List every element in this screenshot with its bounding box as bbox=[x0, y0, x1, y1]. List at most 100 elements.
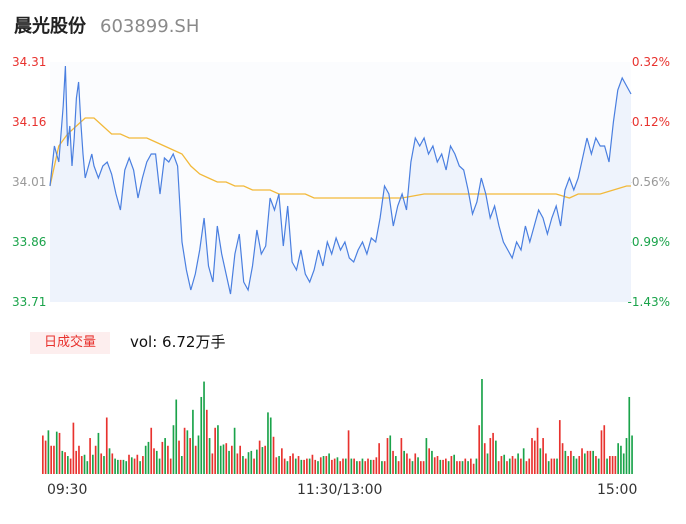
volume-bar bbox=[42, 435, 44, 474]
time-label-open: 09:30 bbox=[47, 482, 88, 498]
volume-bar bbox=[625, 438, 628, 474]
volume-bar bbox=[445, 458, 447, 474]
volume-bar bbox=[300, 459, 303, 474]
volume-bar bbox=[217, 425, 219, 474]
volume-bar bbox=[383, 461, 386, 474]
volume-bar bbox=[520, 458, 522, 474]
volume-bar bbox=[175, 399, 178, 474]
stock-header: 晨光股份 603899.SH bbox=[14, 12, 199, 40]
volume-bar bbox=[528, 458, 531, 474]
volume-bar bbox=[189, 438, 191, 474]
volume-bar bbox=[203, 381, 205, 474]
volume-bar bbox=[80, 456, 83, 474]
volume-bar bbox=[114, 458, 116, 474]
volume-bar bbox=[247, 452, 250, 474]
volume-bar bbox=[214, 427, 216, 474]
volume-bar bbox=[406, 453, 408, 474]
volume-bar bbox=[381, 461, 383, 474]
volume-bar bbox=[105, 417, 108, 474]
volume-bar bbox=[197, 435, 200, 474]
volume-bar bbox=[467, 461, 469, 474]
volume-bar bbox=[422, 461, 425, 474]
volume-bar bbox=[597, 458, 600, 474]
volume-bar bbox=[289, 456, 292, 474]
volume-tab[interactable]: 日成交量 bbox=[30, 332, 110, 354]
volume-bar bbox=[517, 453, 519, 474]
volume-bar bbox=[361, 458, 364, 474]
volume-bar bbox=[547, 461, 550, 474]
volume-bar bbox=[142, 456, 144, 474]
volume-bar bbox=[61, 450, 64, 474]
volume-bar bbox=[47, 430, 50, 474]
volume-bar bbox=[417, 457, 419, 474]
volume-bar bbox=[119, 459, 122, 474]
volume-bar bbox=[475, 458, 478, 474]
price-label-3: 34.01 bbox=[12, 175, 47, 189]
volume-bar bbox=[222, 444, 225, 474]
volume-bar bbox=[186, 430, 189, 474]
volume-bar bbox=[575, 458, 578, 474]
volume-bar bbox=[542, 438, 544, 474]
volume-bar bbox=[161, 441, 164, 474]
volume-bar bbox=[439, 459, 442, 474]
volume-bar bbox=[130, 457, 133, 474]
volume-bar bbox=[167, 445, 169, 474]
volume-bar bbox=[489, 438, 492, 474]
volume-bar bbox=[133, 458, 136, 474]
volume-bar bbox=[75, 450, 78, 474]
volume-bar bbox=[44, 440, 47, 474]
volume-bar bbox=[275, 457, 278, 474]
volume-bar bbox=[89, 438, 91, 474]
volume-bar bbox=[250, 450, 253, 474]
volume-bar bbox=[550, 458, 553, 474]
volume-bar bbox=[595, 456, 597, 474]
volume-bar bbox=[278, 456, 280, 474]
volume-bar bbox=[511, 456, 514, 474]
volume-bar bbox=[281, 448, 283, 474]
volume-bar bbox=[464, 458, 467, 474]
volume-bar bbox=[233, 427, 236, 474]
volume-bar bbox=[178, 440, 180, 474]
volume-bar bbox=[169, 458, 172, 474]
volume-bar bbox=[122, 459, 125, 474]
volume-bar bbox=[128, 454, 130, 474]
volume-bar bbox=[319, 457, 322, 474]
price-label-2: 34.16 bbox=[12, 115, 47, 129]
volume-bar bbox=[94, 445, 97, 474]
volume-bar bbox=[297, 456, 300, 474]
pct-label-1: 0.32% bbox=[631, 55, 670, 69]
volume-bar bbox=[147, 441, 150, 474]
volume-bar bbox=[311, 454, 314, 474]
volume-bar bbox=[236, 453, 239, 474]
volume-bar bbox=[269, 417, 272, 474]
volume-bar bbox=[536, 427, 539, 474]
volume-bar bbox=[356, 461, 358, 474]
volume-bar bbox=[570, 450, 572, 474]
volume-bar bbox=[564, 450, 567, 474]
volume-bar bbox=[628, 396, 631, 474]
volume-bar bbox=[583, 453, 586, 474]
volume-bar bbox=[350, 458, 353, 474]
volume-bar bbox=[322, 456, 325, 474]
volume-bar bbox=[558, 420, 561, 474]
volume-bar bbox=[403, 450, 405, 474]
volume-bar bbox=[125, 461, 128, 474]
volume-bar bbox=[611, 456, 614, 474]
volume-bar bbox=[586, 450, 589, 474]
volume-bar bbox=[239, 445, 241, 474]
volume-bar bbox=[53, 445, 55, 474]
volume-bar bbox=[533, 440, 536, 474]
volume-bar bbox=[336, 457, 339, 474]
volume-bar bbox=[272, 436, 275, 474]
pct-label-3: -0.56% bbox=[627, 175, 670, 189]
volume-bar bbox=[339, 461, 342, 474]
volume-bar bbox=[600, 430, 603, 474]
stock-name: 晨光股份 bbox=[14, 16, 86, 37]
volume-bar bbox=[389, 435, 392, 474]
volume-bar bbox=[397, 461, 400, 474]
volume-bar bbox=[369, 459, 372, 474]
volume-bar bbox=[308, 458, 311, 474]
stock-code: 603899.SH bbox=[100, 16, 200, 37]
volume-bar bbox=[108, 448, 111, 474]
volume-bar bbox=[608, 456, 611, 474]
